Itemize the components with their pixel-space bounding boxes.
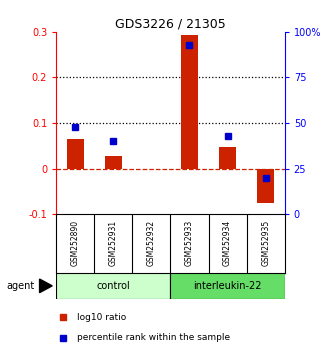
Bar xyxy=(56,273,170,299)
Bar xyxy=(105,156,122,169)
Bar xyxy=(170,273,285,299)
Text: GSM252934: GSM252934 xyxy=(223,220,232,267)
Text: GSM252933: GSM252933 xyxy=(185,220,194,267)
Text: interleukin-22: interleukin-22 xyxy=(193,281,262,291)
Text: GSM252890: GSM252890 xyxy=(71,220,80,267)
Text: percentile rank within the sample: percentile rank within the sample xyxy=(77,333,231,342)
Polygon shape xyxy=(40,279,52,293)
Bar xyxy=(257,169,274,203)
Bar xyxy=(219,147,236,169)
Text: log10 ratio: log10 ratio xyxy=(77,313,127,322)
Bar xyxy=(181,35,198,169)
Text: GSM252932: GSM252932 xyxy=(147,220,156,267)
Text: control: control xyxy=(97,281,130,291)
Text: GSM252931: GSM252931 xyxy=(109,220,118,267)
Bar xyxy=(67,139,84,169)
Text: agent: agent xyxy=(7,281,35,291)
Text: GSM252935: GSM252935 xyxy=(261,220,270,267)
Title: GDS3226 / 21305: GDS3226 / 21305 xyxy=(115,18,226,31)
